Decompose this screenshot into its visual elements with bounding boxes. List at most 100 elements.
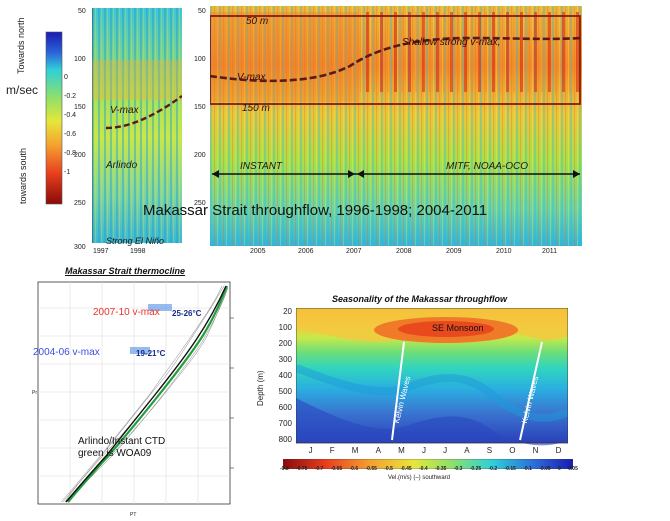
- instant-core: [210, 12, 358, 102]
- north-label: Towards north: [16, 17, 26, 74]
- x-tick: 2009: [446, 248, 462, 255]
- mitf-label: MITF, NOAA-OCO: [446, 161, 529, 172]
- cbar-tick: -0.75: [295, 466, 308, 472]
- mid-contour: [294, 364, 570, 422]
- y-tick: 100: [74, 56, 86, 63]
- y-tick: 700: [278, 419, 292, 428]
- mitf-arrow-head-left: [357, 170, 364, 178]
- y-tick: 50: [198, 8, 206, 15]
- arlindo-program-label: Arlindo: [106, 160, 138, 171]
- monsoon-label: SE Monsoon: [432, 323, 484, 333]
- instant-label: INSTANT: [240, 161, 283, 172]
- thermocline-title: Makassar Strait thermocline: [65, 266, 186, 276]
- panel-arlindo: [91, 0, 183, 258]
- arlindo-x-tick: 1998: [130, 248, 146, 255]
- arlindo-event-label: Strong El Niño: [106, 236, 165, 246]
- cbar-tick: -0.8: [280, 466, 289, 472]
- y-tick: 200: [74, 152, 86, 159]
- cbar-tick: -0.55: [365, 466, 377, 472]
- cbar-tick: -0.45: [400, 466, 412, 472]
- deep-contour: [296, 398, 568, 446]
- cbar-tick: 0.05: [568, 466, 578, 472]
- month-tick: D: [555, 446, 562, 455]
- y-tick: 250: [194, 200, 206, 207]
- month-tick: O: [509, 446, 516, 455]
- kelvin-wave-line-2: [519, 341, 543, 441]
- colorbar-gradient: [45, 31, 63, 205]
- panel-arlindo-svg: [91, 8, 183, 243]
- arlindo-core: [92, 60, 182, 100]
- label-2004-temp: 19-21°C: [136, 349, 166, 358]
- cbar-tick: -0.15: [504, 466, 516, 472]
- y-tick: 100: [278, 323, 292, 332]
- mean-ctd-profile: [65, 285, 227, 503]
- vmax-2004-band: [130, 347, 150, 354]
- month-tick: S: [486, 446, 493, 455]
- woa09-profile: [67, 285, 229, 503]
- cbar-tick: -0.05: [539, 466, 551, 472]
- colorbar-tick: -1: [64, 169, 71, 176]
- x-tick: 2006: [298, 248, 314, 255]
- ctd-legend-line1: Arlindo/Instant CTD: [78, 436, 166, 447]
- shallow-vmax-label: Shallow strong v-max,: [402, 37, 501, 48]
- seasonality-cbar-label: Vel.(m/s) (–) southward: [388, 475, 451, 481]
- y-tick: 200: [278, 339, 292, 348]
- seasonality-svg: [294, 307, 570, 446]
- ctd-legend-line2: green is WOA09: [78, 448, 152, 459]
- month-tick: N: [532, 446, 539, 455]
- seasonality-y-ticks: 20 100 200 300 400 500 600 700 800: [276, 304, 292, 448]
- south-label: towards south: [18, 147, 28, 204]
- depth-top-label: 50 m: [246, 16, 269, 27]
- y-tick: 300: [74, 244, 86, 251]
- cbar-tick: -0.65: [330, 466, 343, 472]
- label-2004-vmax: 2004-06 v-max: [33, 347, 100, 358]
- y-tick: 20: [283, 307, 292, 316]
- y-tick: 200: [194, 152, 206, 159]
- thermocline-ylabel: Pr: [32, 390, 37, 396]
- cbar-tick: -0.6: [349, 466, 359, 472]
- vmax-2007-band: [148, 304, 172, 311]
- y-tick: 100: [194, 56, 206, 63]
- colorbar-tick: -0.4: [64, 112, 77, 119]
- cbar-tick: -0.35: [434, 466, 447, 472]
- arlindo-x-tick: 1997: [93, 248, 109, 255]
- month-tick: A: [464, 446, 470, 455]
- arlindo-vmax-line: [105, 95, 183, 130]
- seasonality-title: Seasonality of the Makassar throughflow: [332, 294, 508, 304]
- mitf-vmax-label: V-max: [237, 72, 266, 83]
- arlindo-vmax-label: V-max: [110, 105, 139, 116]
- x-tick: 2008: [396, 248, 412, 255]
- colorbar-tick: -0.6: [64, 131, 77, 138]
- month-tick: M: [398, 446, 405, 455]
- kelvin-wave-line-1: [391, 341, 405, 441]
- label-2007-temp: 25-26°C: [172, 309, 202, 318]
- y-tick: 150: [74, 104, 86, 111]
- arlindo-texture: [92, 8, 182, 243]
- month-tick: J: [308, 446, 313, 455]
- thermocline-xlabel: PT: [130, 512, 137, 518]
- y-tick: 800: [278, 435, 292, 444]
- unit-label: m/sec: [6, 83, 39, 97]
- seasonality-plot: [294, 307, 570, 454]
- cbar-tick: -0.3: [453, 466, 463, 472]
- x-tick: 2010: [496, 248, 512, 255]
- kelvin-label-2: Kelvin Waves: [520, 375, 541, 425]
- month-tick: J: [421, 446, 426, 455]
- instant-arrow-head-right: [348, 170, 355, 178]
- colorbar-tick: -0.2: [64, 93, 77, 100]
- cbar-tick: -0.25: [469, 466, 482, 472]
- thermocline-plot: [30, 278, 240, 516]
- month-tick: M: [351, 446, 359, 455]
- thermocline-svg: [37, 281, 234, 505]
- month-tick: J: [443, 446, 448, 455]
- month-tick: A: [375, 446, 381, 455]
- colorbar-tick-labels: 0 -0.2 -0.4 -0.6 -0.8 -1: [64, 68, 76, 182]
- x-tick: 2007: [346, 248, 362, 255]
- depth-box: [209, 15, 581, 105]
- panel-instant-mitf-svg: [209, 6, 582, 246]
- y-tick: 300: [278, 355, 292, 364]
- kelvin-label-1: Kelvin Waves: [392, 375, 413, 425]
- x-tick: 2011: [542, 248, 558, 255]
- cbar-tick: -0.2: [488, 466, 498, 472]
- velocity-colorbar: [0, 30, 90, 210]
